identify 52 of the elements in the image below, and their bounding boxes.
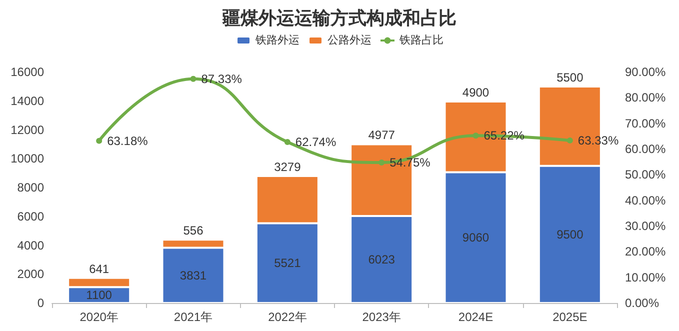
y2-tick-label: 0.00%: [625, 296, 660, 310]
data-label: 4977: [368, 128, 396, 142]
data-label: 556: [183, 224, 204, 238]
y2-tick-label: 50.00%: [625, 168, 666, 182]
y-tick-label: 14000: [10, 94, 44, 108]
data-label: 641: [89, 262, 110, 276]
y2-tick-label: 30.00%: [625, 219, 666, 233]
point: [284, 138, 290, 145]
legend-label: 铁路占比: [398, 34, 444, 46]
point: [378, 159, 385, 166]
y-tick-label: 6000: [17, 209, 44, 224]
y-tick-label: 2000: [17, 267, 44, 282]
x-tick-label: 2020年: [80, 310, 118, 324]
legend-label: 公路外运: [328, 34, 372, 46]
point: [566, 137, 573, 144]
point: [96, 138, 102, 144]
data-label: 1100: [86, 288, 112, 302]
data-label: 5500: [556, 70, 584, 84]
data-label: 9060: [462, 230, 490, 245]
y-tick-label: 8000: [17, 180, 44, 194]
y-tick-label: 4000: [17, 238, 44, 252]
y-tick-label: 16000: [10, 65, 44, 79]
y2-tick-label: 80.00%: [625, 90, 666, 105]
data-label: 6023: [368, 252, 396, 267]
x-tick-label: 2024E: [458, 310, 494, 324]
data-label: 3831: [180, 268, 207, 282]
data-label: 9500: [556, 227, 584, 242]
y-tick-label: 10000: [10, 152, 44, 166]
y2-tick-label: 90.00%: [625, 65, 666, 79]
y-tick-label: 12000: [10, 122, 44, 137]
y2-tick-label: 70.00%: [625, 116, 666, 130]
y-tick-label: 0: [37, 296, 44, 310]
data-label: 54.75%: [390, 155, 431, 170]
data-label: 63.18%: [107, 134, 148, 148]
x-tick-label: 2023年: [362, 310, 401, 324]
data-label: 4900: [462, 85, 490, 100]
x-tick-label: 2021年: [174, 310, 213, 324]
point: [472, 132, 479, 139]
data-label: 87.33%: [201, 72, 242, 86]
legend-label: 铁路外运: [254, 34, 300, 46]
data-label: 3279: [274, 160, 302, 174]
y2-tick-label: 10.00%: [625, 270, 666, 284]
data-label: 62.74%: [295, 134, 336, 149]
data-label: 65.22%: [484, 128, 525, 143]
chart-title: 疆煤外运运输方式构成和占比: [222, 8, 456, 28]
data-label: 5521: [274, 256, 302, 270]
y2-tick-label: 60.00%: [625, 142, 666, 156]
y2-tick-label: 20.00%: [625, 244, 666, 259]
x-tick-label: 2022年: [268, 310, 307, 324]
point: [190, 76, 196, 82]
y2-tick-label: 40.00%: [625, 193, 666, 208]
x-tick-label: 2025E: [552, 310, 588, 324]
